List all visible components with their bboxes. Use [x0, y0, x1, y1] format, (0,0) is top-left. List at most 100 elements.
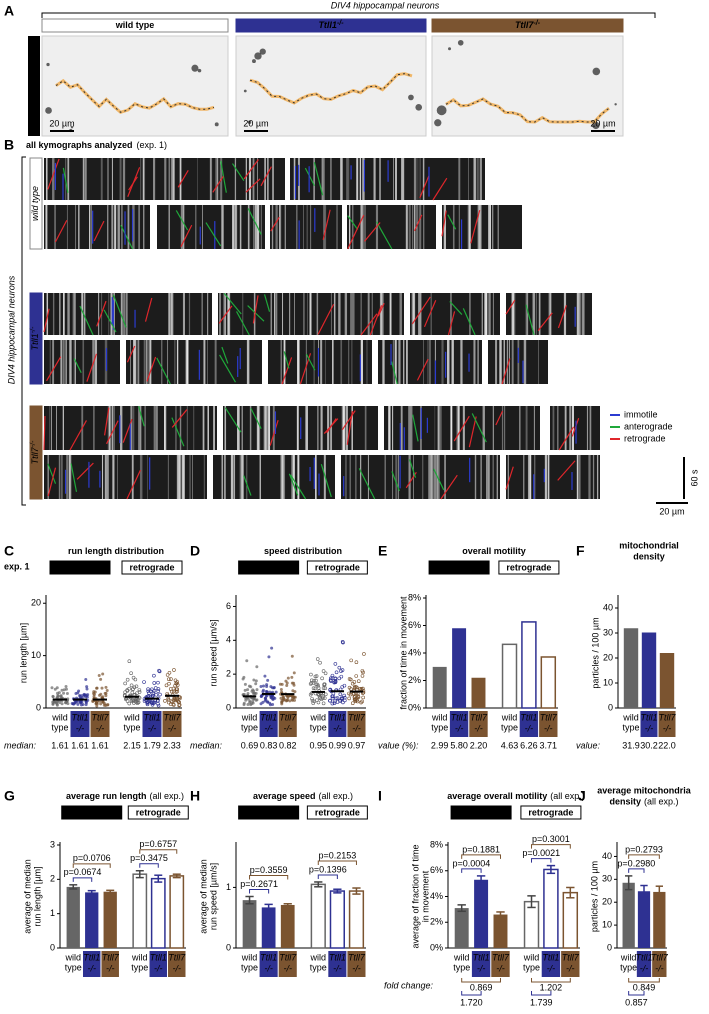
category-box — [561, 951, 580, 977]
kymo-track — [322, 209, 331, 240]
point-cloud-dot — [261, 688, 265, 692]
point-cloud-dot — [340, 640, 345, 644]
p-value: p=0.0674 — [64, 867, 102, 877]
kymo-track — [243, 159, 259, 180]
micrograph — [235, 35, 427, 137]
kymo-track — [247, 208, 262, 235]
category-label: -/- — [76, 723, 85, 733]
y-tick-label: 10 — [603, 677, 613, 687]
direction-label: anterograde — [243, 562, 295, 572]
point-cloud-dot — [352, 695, 357, 700]
category-label: wild — [620, 952, 637, 962]
row-value: 0.95 — [310, 740, 328, 750]
kymo-track — [391, 361, 398, 385]
p-value: p=0.3001 — [532, 834, 570, 844]
category-label: Ttll7 — [279, 712, 297, 722]
bar — [452, 628, 467, 708]
blob — [46, 62, 50, 67]
bar — [521, 621, 537, 709]
point-cloud-dot — [131, 687, 135, 692]
point-cloud-dot — [279, 696, 283, 700]
category-label: -/- — [477, 963, 486, 973]
point-cloud-dot — [360, 699, 364, 704]
y-tick-label: 6% — [408, 620, 421, 630]
point-cloud-dot — [100, 686, 104, 690]
kymo-track — [470, 210, 481, 244]
kymo-track — [247, 305, 265, 322]
point-cloud-dot — [53, 700, 57, 704]
direction-label: retrograde — [315, 807, 360, 817]
category-label: -/- — [663, 723, 672, 733]
bar — [623, 628, 639, 708]
point-cloud-dot — [319, 697, 324, 702]
kymo-track — [358, 468, 376, 500]
row-value: 0.83 — [260, 740, 278, 750]
y-axis-label: fraction of time in movement — [398, 596, 408, 710]
point-cloud-dot — [165, 673, 170, 677]
point-cloud-dot — [321, 669, 326, 673]
kymo-track — [525, 304, 535, 336]
side-label: DIV4 hippocampal neurons — [6, 275, 16, 384]
point-cloud-dot — [103, 691, 107, 695]
direction-label: retrograde — [506, 562, 551, 572]
point-cloud-dot — [280, 699, 284, 703]
point-cloud-dot — [266, 678, 270, 682]
point-cloud-dot — [100, 699, 104, 703]
category-box — [168, 951, 186, 977]
y-tick-label: 8% — [408, 592, 421, 602]
row-value: 1.61 — [91, 740, 109, 750]
point-cloud-dot — [332, 680, 337, 685]
point-cloud-dot — [59, 694, 63, 698]
bar — [261, 907, 276, 948]
y-tick-label: 2 — [226, 669, 231, 679]
kymo-track — [69, 420, 87, 451]
point-cloud-dot — [290, 654, 294, 658]
point-cloud-dot — [243, 682, 247, 686]
category-label: wild — [64, 952, 81, 962]
y-tick-label: 20 — [31, 598, 41, 608]
direction-label: anterograde — [66, 807, 118, 817]
point-cloud-dot — [167, 700, 171, 705]
point-cloud-dot — [292, 681, 296, 685]
point-cloud-dot — [156, 680, 160, 685]
bracket — [41, 12, 656, 18]
y-tick-label: 2% — [408, 675, 421, 685]
kymograph — [44, 340, 120, 384]
fold-change: 1.739 — [530, 997, 553, 1007]
point-cloud-dot — [263, 674, 267, 678]
bar — [66, 886, 80, 948]
y-tick-label: 0 — [608, 702, 613, 712]
direction-label: retrograde — [136, 807, 181, 817]
point-cloud-dot — [309, 672, 313, 677]
kymo-track — [412, 414, 419, 442]
category-label: -/- — [525, 723, 534, 733]
row-value: 1.79 — [143, 740, 161, 750]
kymo-track — [218, 305, 233, 324]
point-cloud-dot — [157, 669, 162, 674]
panel-letter: B — [4, 137, 14, 153]
stain-label: MitoTracker™ — [28, 56, 38, 116]
point-cloud-dot — [142, 699, 147, 703]
direction-box — [127, 805, 189, 820]
point-cloud-dot — [270, 646, 274, 650]
title-main: mitochondrial — [619, 541, 679, 551]
point-cloud-dot — [64, 687, 68, 691]
point-cloud-dot — [353, 699, 358, 704]
p-bracket — [249, 889, 270, 894]
point-cloud-dot — [255, 688, 259, 692]
title-note: (all exp.) — [644, 797, 679, 807]
bar — [310, 883, 326, 949]
point-cloud-dot — [315, 657, 320, 661]
title-main: average mitochondria — [597, 786, 692, 796]
kymo-track — [73, 358, 82, 374]
blob — [70, 126, 74, 129]
p-bracket — [531, 844, 571, 849]
point-cloud-dot — [57, 691, 61, 695]
panel-title: overall motility — [462, 546, 526, 556]
panel-title: speed distribution — [264, 546, 342, 556]
category-label: wild — [501, 712, 518, 722]
y-axis-label: particles / 100 µm — [589, 861, 599, 932]
panel-letter: C — [4, 543, 14, 559]
scale-label: 20 µm — [590, 118, 615, 128]
bar — [540, 656, 557, 709]
